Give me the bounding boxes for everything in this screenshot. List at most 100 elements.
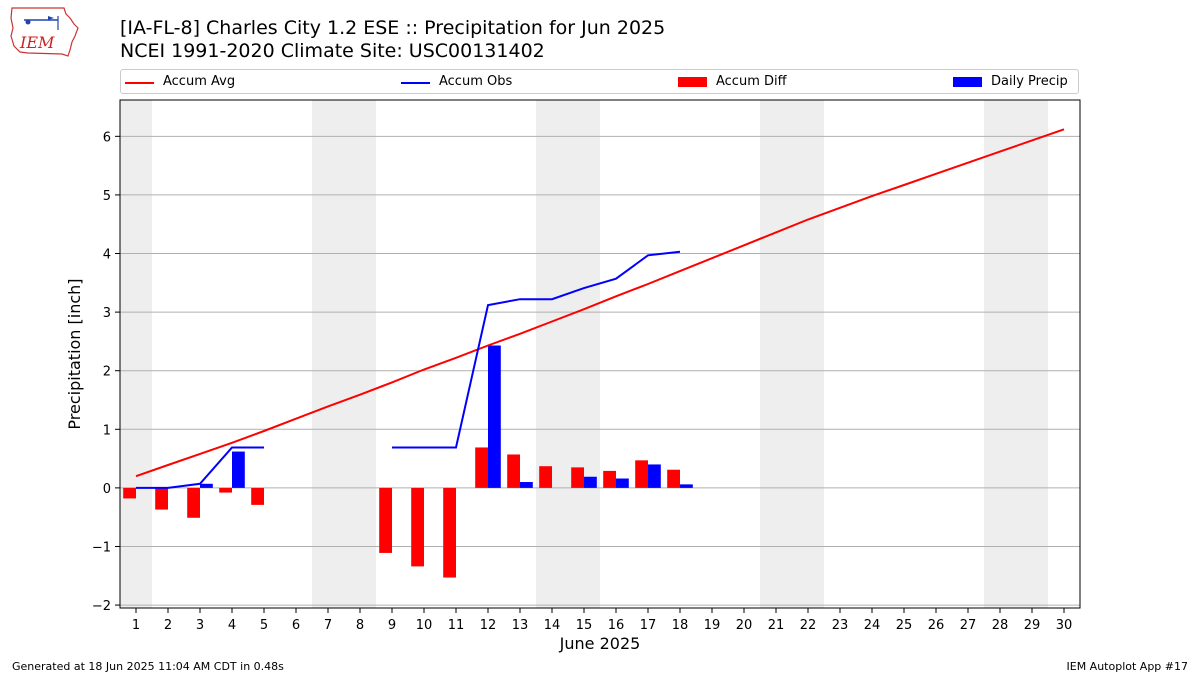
x-tick-label: 27 xyxy=(960,618,977,633)
weekend-band-15 xyxy=(568,100,600,608)
x-tick-label: 30 xyxy=(1056,618,1073,633)
chart-title: [IA-FL-8] Charles City 1.2 ESE :: Precip… xyxy=(120,17,666,39)
x-tick-label: 2 xyxy=(164,618,172,633)
x-tick-label: 21 xyxy=(768,618,785,633)
x-tick-label: 14 xyxy=(544,618,561,633)
line-accum-obs-1 xyxy=(392,250,681,449)
y-axis-label: Precipitation [inch] xyxy=(65,278,84,429)
x-tick-label: 26 xyxy=(928,618,945,633)
legend-item-accum-obs: Accum Obs xyxy=(401,74,601,91)
x-tick-label: 16 xyxy=(608,618,625,633)
bar-daily-precip-16 xyxy=(616,478,629,488)
x-tick-label: 20 xyxy=(736,618,753,633)
chart-subtitle: NCEI 1991-2020 Climate Site: USC00131402 xyxy=(120,40,545,62)
bar-accum-diff-17 xyxy=(635,460,648,488)
legend-label-accum-avg: Accum Avg xyxy=(163,74,236,89)
bars xyxy=(123,345,693,578)
x-tick-label: 23 xyxy=(832,618,849,633)
footer-generated: Generated at 18 Jun 2025 11:04 AM CDT in… xyxy=(12,660,284,673)
legend-item-accum-avg: Accum Avg xyxy=(125,74,325,91)
bar-accum-diff-12 xyxy=(475,447,488,488)
x-tick-label: 8 xyxy=(356,618,364,633)
x-tick-label: 5 xyxy=(260,618,268,633)
bar-accum-diff-11 xyxy=(443,487,456,578)
weekend-band-7 xyxy=(312,100,344,608)
bar-accum-diff-9 xyxy=(379,487,392,553)
x-tick-label: 22 xyxy=(800,618,817,633)
y-tick-label: 4 xyxy=(103,248,111,263)
bar-accum-diff-4 xyxy=(219,487,232,493)
x-tick-label: 15 xyxy=(576,618,593,633)
y-tick-label: −1 xyxy=(92,540,111,555)
y-tick-label: 6 xyxy=(103,130,111,145)
x-tick-label: 1 xyxy=(132,618,140,633)
legend-label-daily-precip: Daily Precip xyxy=(991,74,1068,89)
weekend-band-22 xyxy=(792,100,824,608)
y-tick-label: 1 xyxy=(103,423,111,438)
x-axis-label: June 2025 xyxy=(559,634,641,653)
x-tick-label: 10 xyxy=(416,618,433,633)
x-tick-label: 4 xyxy=(228,618,236,633)
bar-daily-precip-3 xyxy=(200,483,213,488)
weekend-bands xyxy=(120,100,1048,608)
bar-accum-diff-10 xyxy=(411,487,424,567)
legend-swatch-accum-diff xyxy=(678,77,707,87)
bar-accum-diff-18 xyxy=(667,469,680,488)
y-axis: −2 −1 0 1 2 3 4 5 6 xyxy=(92,130,120,614)
series-lines xyxy=(135,128,1065,489)
legend-swatch-accum-obs xyxy=(401,82,430,84)
legend-swatch-accum-avg xyxy=(125,82,154,84)
bar-accum-diff-15 xyxy=(571,467,584,488)
legend-swatch-daily-precip xyxy=(953,77,982,87)
bar-daily-precip-17 xyxy=(648,464,661,488)
y-tick-label: 3 xyxy=(103,306,111,321)
bar-accum-diff-14 xyxy=(539,466,552,488)
legend-label-accum-diff: Accum Diff xyxy=(716,74,787,89)
legend-label-accum-obs: Accum Obs xyxy=(439,74,513,89)
gridlines xyxy=(120,135,1080,606)
x-tick-label: 13 xyxy=(512,618,529,633)
x-axis: 1 2 3 4 5 6 7 8 9 10 11 12 13 14 15 16 17 18 19 20 21 22 23 24 2… xyxy=(132,608,1072,633)
weekend-band-14 xyxy=(536,100,568,608)
x-tick-label: 24 xyxy=(864,618,881,633)
legend-item-accum-diff: Accum Diff xyxy=(678,74,878,91)
bar-accum-diff-16 xyxy=(603,470,616,488)
x-tick-label: 11 xyxy=(448,618,465,633)
weekend-band-8 xyxy=(344,100,376,608)
x-tick-label: 18 xyxy=(672,618,689,633)
footer-app: IEM Autoplot App #17 xyxy=(1066,660,1189,673)
bar-accum-diff-1 xyxy=(123,487,136,499)
svg-text:IEM: IEM xyxy=(19,33,55,52)
bar-daily-precip-18 xyxy=(680,484,693,488)
bar-accum-diff-2 xyxy=(155,487,168,510)
x-tick-label: 25 xyxy=(896,618,913,633)
bar-accum-diff-5 xyxy=(251,487,264,505)
legend: Accum Avg Accum Obs Accum Diff Daily Pre… xyxy=(120,69,1079,94)
x-tick-label: 6 xyxy=(292,618,300,633)
plot-frame xyxy=(119,99,1081,609)
bar-daily-precip-15 xyxy=(584,476,597,488)
weekend-band-21 xyxy=(760,100,792,608)
bar-accum-diff-13 xyxy=(507,454,520,488)
bar-daily-precip-12 xyxy=(488,345,501,488)
bar-daily-precip-4 xyxy=(232,451,245,488)
weekend-band-1 xyxy=(120,100,152,608)
y-tick-label: 5 xyxy=(103,189,111,204)
line-accum-obs-0 xyxy=(136,446,264,489)
x-tick-label: 29 xyxy=(1024,618,1041,633)
x-tick-label: 3 xyxy=(196,618,204,633)
x-tick-label: 17 xyxy=(640,618,657,633)
y-tick-label: 2 xyxy=(103,365,111,380)
x-tick-label: 9 xyxy=(388,618,396,633)
legend-item-daily-precip: Daily Precip xyxy=(953,74,1073,91)
line-accum-avg-0 xyxy=(135,128,1065,478)
bar-accum-diff-3 xyxy=(187,487,200,518)
weekend-band-28 xyxy=(984,100,1016,608)
y-tick-label: 0 xyxy=(103,482,111,497)
bar-daily-precip-13 xyxy=(520,482,533,488)
iem-logo: IEM xyxy=(10,7,79,57)
x-tick-label: 12 xyxy=(480,618,497,633)
y-tick-label: −2 xyxy=(92,599,111,614)
weekend-band-29 xyxy=(1016,100,1048,608)
